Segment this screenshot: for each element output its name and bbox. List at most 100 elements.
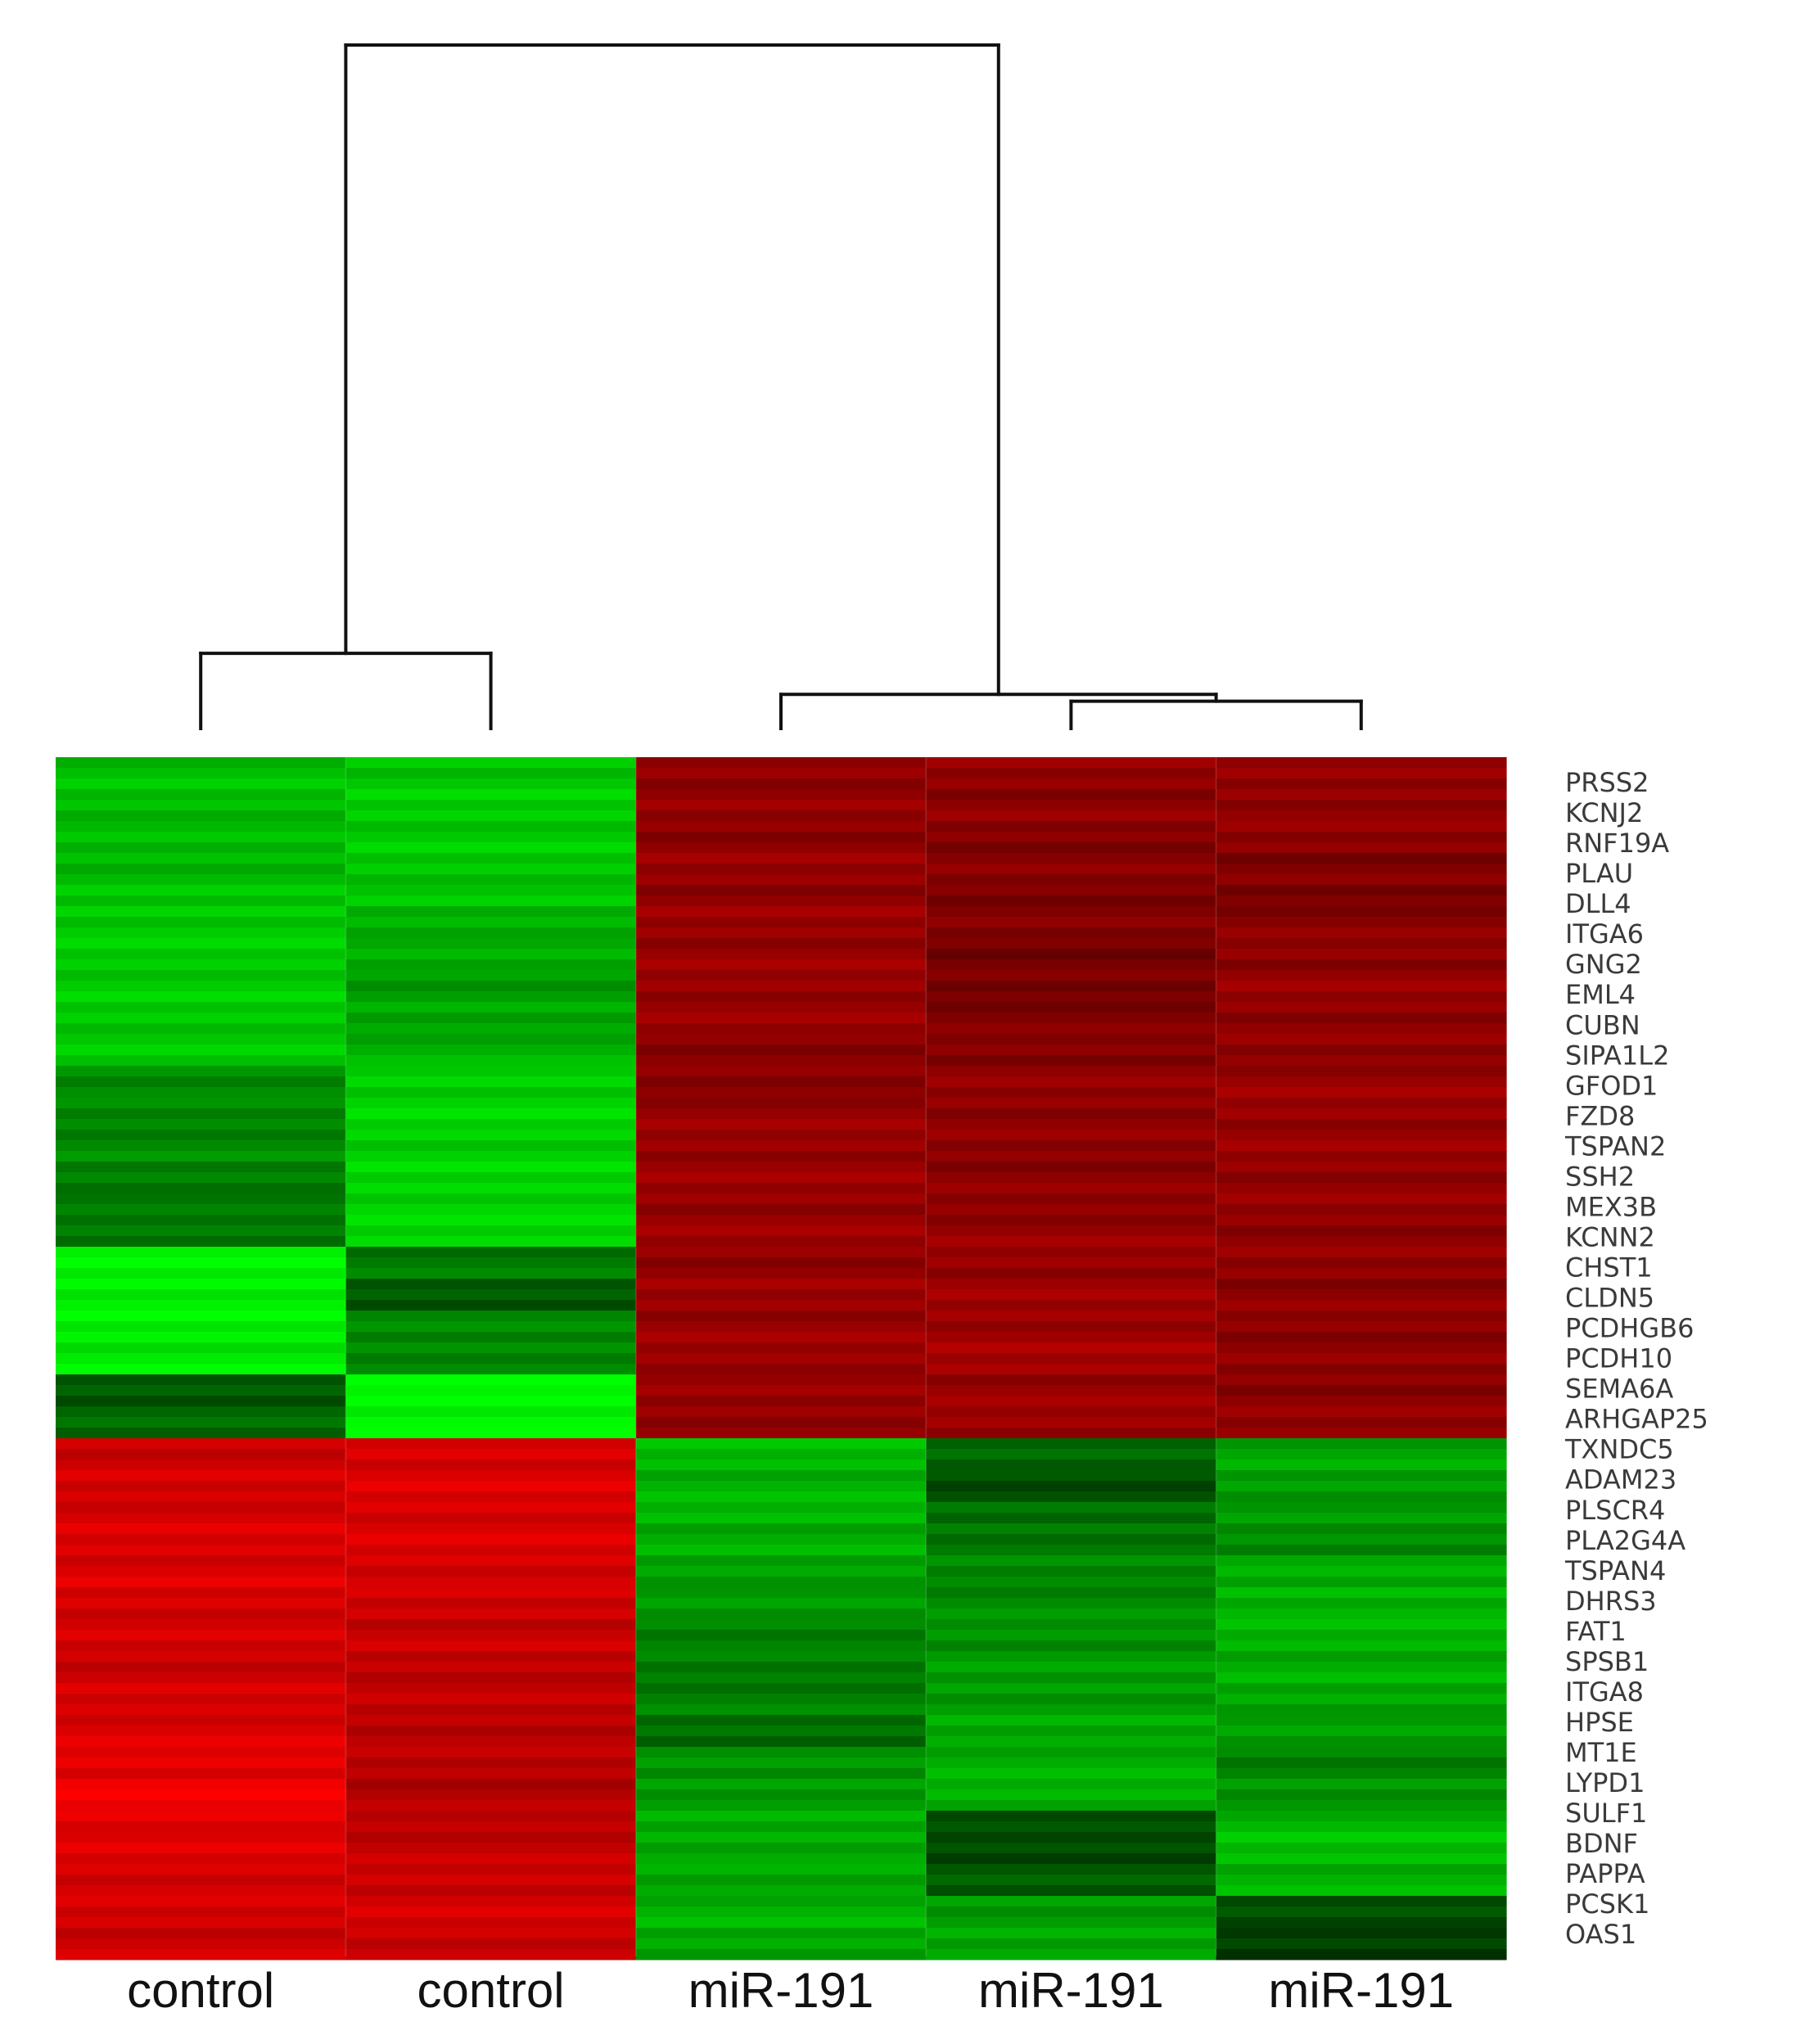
heatmap-cell	[56, 1460, 346, 1471]
heatmap-cell	[635, 1151, 927, 1162]
heatmap-cell	[1216, 1885, 1507, 1897]
heatmap-cell	[56, 1449, 346, 1460]
heatmap-cell	[345, 1300, 637, 1311]
heatmap-cell	[926, 1396, 1217, 1407]
heatmap-cell	[1216, 800, 1507, 811]
heatmap-cell	[345, 789, 637, 801]
heatmap-cell	[635, 1715, 927, 1726]
heatmap-cell	[1216, 1119, 1507, 1130]
heatmap-cell	[345, 1066, 637, 1077]
gene-label: SULF1	[1565, 1798, 1647, 1829]
heatmap-cell	[926, 1736, 1217, 1748]
heatmap-cell	[56, 1045, 346, 1056]
heatmap-cell	[926, 1545, 1217, 1556]
heatmap-cell	[1216, 1821, 1507, 1833]
heatmap-cell	[926, 874, 1217, 886]
heatmap-cell	[926, 1108, 1217, 1120]
heatmap-cell	[1216, 885, 1507, 896]
heatmap-cell	[1216, 789, 1507, 801]
heatmap-cell	[56, 1577, 346, 1588]
heatmap-cell	[635, 1619, 927, 1631]
heatmap-cell	[1216, 1630, 1507, 1641]
heatmap-cell	[635, 1300, 927, 1311]
heatmap-cell	[56, 1811, 346, 1822]
heatmap-cell	[1216, 896, 1507, 907]
gene-label: SIPA1L2	[1565, 1040, 1669, 1071]
heatmap-cell	[926, 970, 1217, 981]
heatmap-cell	[1216, 1364, 1507, 1375]
heatmap-cell	[1216, 1247, 1507, 1258]
heatmap-cell	[635, 1577, 927, 1588]
heatmap-cell	[635, 1193, 927, 1205]
heatmap-cell	[56, 1481, 346, 1492]
heatmap-cell	[56, 1396, 346, 1407]
heatmap-cell	[56, 1332, 346, 1343]
heatmap-cell	[926, 768, 1217, 779]
heatmap-cell	[56, 927, 346, 939]
heatmap-cell	[345, 1928, 637, 1939]
heatmap-cell	[1216, 1757, 1507, 1769]
heatmap-cell	[926, 1683, 1217, 1694]
heatmap-cell	[345, 1736, 637, 1748]
heatmap-cell	[345, 1140, 637, 1152]
heatmap-cell	[345, 1587, 637, 1599]
heatmap-cell	[926, 1853, 1217, 1865]
heatmap-cell	[926, 1066, 1217, 1077]
heatmap-cell	[345, 1715, 637, 1726]
heatmap-cell	[1216, 1811, 1507, 1822]
gene-label: PCDH10	[1565, 1343, 1672, 1374]
heatmap-cell	[56, 1151, 346, 1162]
heatmap-cell	[345, 1385, 637, 1397]
heatmap-cell	[635, 1162, 927, 1173]
heatmap-cell	[345, 1406, 637, 1418]
heatmap-cell	[345, 1215, 637, 1226]
heatmap-cell	[1216, 1215, 1507, 1226]
column-label: miR-191	[1268, 1963, 1454, 2018]
heatmap-cell	[635, 1683, 927, 1694]
heatmap-cell	[635, 832, 927, 843]
heatmap-cell	[926, 959, 1217, 971]
heatmap-cell	[635, 1949, 927, 1961]
heatmap-cell	[1216, 917, 1507, 928]
heatmap-cell	[56, 1247, 346, 1258]
heatmap-cell	[56, 1002, 346, 1013]
heatmap-cell	[345, 1619, 637, 1631]
heatmap-cell	[635, 1034, 927, 1045]
heatmap-cell	[56, 1906, 346, 1918]
heatmap-cell	[635, 778, 927, 790]
heatmap-cell	[345, 1204, 637, 1216]
heatmap-cell	[926, 1587, 1217, 1599]
heatmap-cell	[635, 1811, 927, 1822]
heatmap-cell	[926, 1449, 1217, 1460]
heatmap-cell	[345, 1811, 637, 1822]
heatmap-cell	[56, 1832, 346, 1843]
heatmap-cell	[1216, 1683, 1507, 1694]
heatmap-cell	[56, 1598, 346, 1609]
heatmap-cell	[56, 1545, 346, 1556]
heatmap-cell	[1216, 1332, 1507, 1343]
heatmap-cell	[1216, 1257, 1507, 1269]
heatmap-cell	[345, 1513, 637, 1524]
heatmap-cell	[1216, 1609, 1507, 1620]
heatmap-cell	[1216, 1193, 1507, 1205]
heatmap-cell	[635, 1481, 927, 1492]
heatmap-cell	[635, 1385, 927, 1397]
heatmap-cell	[56, 1726, 346, 1737]
heatmap-cell	[635, 1172, 927, 1184]
heatmap-cell	[1216, 1151, 1507, 1162]
heatmap-cell	[926, 1045, 1217, 1056]
heatmap-cell	[56, 1523, 346, 1535]
heatmap-cell	[926, 1193, 1217, 1205]
heatmap-cell	[345, 832, 637, 843]
heatmap-cell	[635, 1342, 927, 1354]
heatmap-cell	[345, 949, 637, 960]
heatmap-cell	[926, 1821, 1217, 1833]
heatmap-cell	[56, 1715, 346, 1726]
heatmap-cell	[56, 1279, 346, 1290]
gene-label: FAT1	[1565, 1616, 1627, 1647]
heatmap-cell	[635, 1108, 927, 1120]
heatmap-cell	[56, 1609, 346, 1620]
heatmap-cell	[926, 906, 1217, 918]
heatmap-cell	[635, 1917, 927, 1929]
heatmap-cell	[1216, 1917, 1507, 1929]
